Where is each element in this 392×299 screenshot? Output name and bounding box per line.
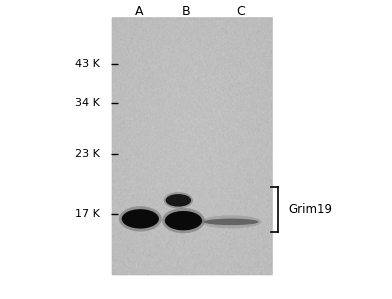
Ellipse shape — [201, 215, 261, 228]
Text: 34 K: 34 K — [75, 98, 100, 108]
Ellipse shape — [204, 219, 259, 225]
Text: C: C — [237, 5, 245, 19]
Text: 17 K: 17 K — [75, 209, 100, 219]
Bar — [112, 18, 272, 275]
Ellipse shape — [165, 194, 191, 207]
Text: 43 K: 43 K — [75, 59, 100, 69]
Ellipse shape — [164, 192, 193, 208]
Text: B: B — [182, 5, 191, 19]
Ellipse shape — [122, 209, 159, 228]
Text: Grim19: Grim19 — [288, 203, 332, 216]
Text: 23 K: 23 K — [75, 149, 100, 159]
Ellipse shape — [119, 206, 162, 231]
Text: A: A — [135, 5, 143, 19]
Ellipse shape — [162, 208, 205, 233]
Ellipse shape — [165, 211, 202, 230]
